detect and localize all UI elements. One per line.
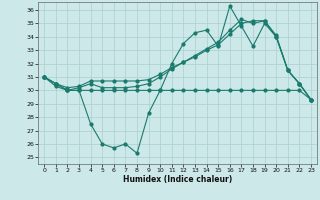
X-axis label: Humidex (Indice chaleur): Humidex (Indice chaleur) [123, 175, 232, 184]
